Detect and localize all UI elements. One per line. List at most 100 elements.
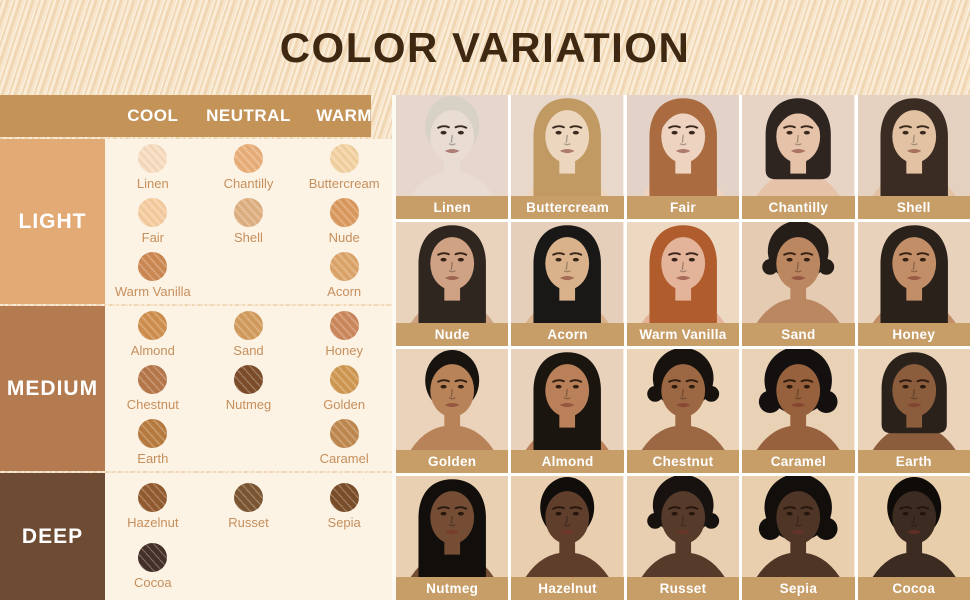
model-photo-russet: Russet	[626, 476, 740, 600]
photo-shade-label: Hazelnut	[511, 577, 624, 600]
shade-swatch-dot	[233, 365, 263, 394]
swatch-russet: Russet	[228, 481, 269, 532]
shade-swatch-label: Warm Vanilla	[114, 284, 191, 299]
model-face-illustration	[396, 476, 509, 577]
shade-swatch-label: Chestnut	[126, 397, 179, 412]
shade-swatch-label: Acorn	[327, 284, 362, 299]
shade-swatch-label: Cocoa	[134, 574, 172, 590]
shade-swatch-dot	[329, 144, 359, 173]
section-label-medium: MEDIUM	[0, 306, 105, 471]
shade-swatch-label: Nutmeg	[225, 397, 272, 412]
photo-shade-label: Golden	[396, 450, 509, 473]
shade-swatch-label: Honey	[325, 343, 363, 358]
photo-shade-label: Linen	[396, 196, 509, 219]
shade-swatch-label: Linen	[136, 176, 169, 191]
shade-swatch-dot	[329, 252, 359, 281]
column-warm: WARM	[316, 106, 373, 125]
photo-shade-label: Buttercream	[511, 196, 624, 219]
shade-sections: LIGHT Linen Chantilly Buttercream Fair Shell…	[0, 139, 392, 600]
model-photo-sepia: Sepia	[742, 476, 855, 600]
page-title: COLOR VARIATION	[279, 23, 691, 71]
model-face-illustration	[857, 476, 970, 577]
shade-swatch-dot	[233, 311, 263, 340]
shade-swatch-dot	[233, 483, 263, 513]
swatch-sand: Sand	[233, 309, 264, 360]
photo-shade-label: Acorn	[511, 323, 624, 346]
model-photo-earth: Earth	[857, 349, 970, 473]
shade-swatch-label: Almond	[130, 343, 175, 358]
swatch-panel-light: Linen Chantilly Buttercream Fair Shell Nude Wa…	[105, 139, 392, 304]
model-photo-caramel: Caramel	[742, 349, 855, 473]
swatch-hazelnut: Hazelnut	[127, 481, 178, 532]
shade-swatch-dot	[329, 198, 359, 227]
shade-swatch-label: Sepia	[327, 515, 361, 531]
shade-swatch-dot	[138, 483, 168, 513]
photo-shade-label: Earth	[857, 450, 970, 473]
shade-swatch-dot	[138, 198, 168, 227]
shade-swatch-label: Buttercream	[308, 176, 380, 191]
swatch-linen: Linen	[137, 142, 169, 193]
shade-table: COOL NEUTRAL WARM LIGHT Linen Chantilly Bu…	[0, 95, 392, 600]
column-cool: COOL	[127, 106, 179, 125]
model-photo-sand: Sand	[742, 222, 855, 346]
model-photo-honey: Honey	[857, 222, 970, 346]
swatch-cocoa: Cocoa	[134, 541, 172, 592]
model-photo-chestnut: Chestnut	[626, 349, 740, 473]
shade-swatch-label: Russet	[228, 515, 269, 531]
swatch-fair: Fair	[138, 196, 168, 247]
model-photo-almond: Almond	[511, 349, 624, 473]
undertone-columns: COOL NEUTRAL WARM	[105, 95, 392, 137]
model-photo-acorn: Acorn	[511, 222, 624, 346]
model-photo-fair: Fair	[626, 95, 740, 219]
section-label-deep: DEEP	[0, 473, 105, 600]
photo-shade-label: Honey	[857, 323, 970, 346]
shade-swatch-dot	[138, 365, 168, 394]
model-photo-shell: Shell	[857, 95, 970, 219]
swatch-acorn: Acorn	[327, 250, 361, 301]
model-face-illustration	[626, 95, 740, 196]
photo-shade-label: Almond	[511, 450, 624, 473]
shade-swatch-label: Nude	[328, 230, 360, 245]
model-face-illustration	[742, 222, 855, 323]
model-face-illustration	[511, 222, 624, 323]
model-face-illustration	[742, 476, 855, 577]
model-photo-hazelnut: Hazelnut	[511, 476, 624, 600]
model-face-illustration	[511, 95, 624, 196]
model-photo-linen: Linen	[396, 95, 509, 219]
section-light: LIGHT Linen Chantilly Buttercream Fair Shell…	[0, 139, 392, 304]
shade-swatch-dot	[138, 144, 168, 173]
model-face-illustration	[626, 222, 740, 323]
model-face-illustration	[742, 349, 855, 450]
swatch-nude: Nude	[329, 196, 360, 247]
model-face-illustration	[511, 476, 624, 577]
section-medium: MEDIUM Almond Sand Honey Chestnut Nutmeg Gold…	[0, 306, 392, 471]
photo-shade-label: Cocoa	[857, 577, 970, 600]
model-photo-buttercream: Buttercream	[511, 95, 624, 219]
shade-swatch-label: Hazelnut	[127, 515, 179, 531]
shade-swatch-dot	[329, 483, 359, 513]
swatch-chestnut: Chestnut	[127, 363, 179, 414]
swatch-nutmeg: Nutmeg	[225, 363, 272, 414]
model-face-illustration	[396, 95, 509, 196]
model-photo-grid: Linen Buttercream Fair Chantilly Shell Nude Ac…	[396, 95, 970, 600]
model-photo-chantilly: Chantilly	[742, 95, 855, 219]
model-photo-nutmeg: Nutmeg	[396, 476, 509, 600]
shade-swatch-dot	[138, 311, 168, 340]
column-neutral: NEUTRAL	[206, 106, 291, 125]
photo-shade-label: Nutmeg	[396, 577, 509, 600]
model-photo-golden: Golden	[396, 349, 509, 473]
model-photo-warm-vanilla: Warm Vanilla	[626, 222, 740, 346]
photo-shade-label: Warm Vanilla	[626, 323, 740, 346]
section-label-light: LIGHT	[0, 139, 105, 304]
shade-swatch-label: Earth	[137, 451, 169, 466]
swatch-golden: Golden	[323, 363, 365, 414]
title-band: COLOR VARIATION	[0, 0, 970, 95]
photo-shade-label: Shell	[857, 196, 970, 219]
shade-swatch-dot	[138, 542, 168, 572]
shade-swatch-dot	[233, 198, 263, 227]
model-face-illustration	[396, 349, 509, 450]
model-face-illustration	[626, 476, 740, 577]
photo-shade-label: Fair	[626, 196, 740, 219]
shade-swatch-label: Fair	[141, 230, 165, 245]
